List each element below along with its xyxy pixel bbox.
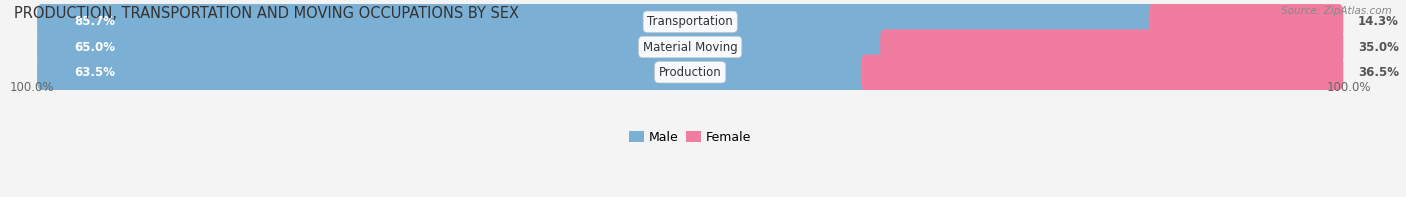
Text: 36.5%: 36.5%: [1358, 66, 1399, 79]
Text: PRODUCTION, TRANSPORTATION AND MOVING OCCUPATIONS BY SEX: PRODUCTION, TRANSPORTATION AND MOVING OC…: [14, 6, 519, 21]
Text: 65.0%: 65.0%: [75, 41, 115, 54]
Text: 63.5%: 63.5%: [75, 66, 115, 79]
FancyBboxPatch shape: [880, 29, 1343, 65]
Text: Source: ZipAtlas.com: Source: ZipAtlas.com: [1281, 6, 1392, 16]
FancyBboxPatch shape: [37, 4, 1343, 39]
FancyBboxPatch shape: [1149, 4, 1343, 39]
Text: 35.0%: 35.0%: [1358, 41, 1399, 54]
FancyBboxPatch shape: [37, 4, 1157, 39]
Text: Material Moving: Material Moving: [643, 41, 738, 54]
FancyBboxPatch shape: [860, 55, 1343, 90]
FancyBboxPatch shape: [37, 29, 1343, 65]
Text: Transportation: Transportation: [647, 15, 733, 28]
Text: 100.0%: 100.0%: [1327, 82, 1371, 95]
Text: Production: Production: [659, 66, 721, 79]
Text: 14.3%: 14.3%: [1358, 15, 1399, 28]
Text: 100.0%: 100.0%: [10, 82, 53, 95]
Text: 85.7%: 85.7%: [75, 15, 115, 28]
FancyBboxPatch shape: [37, 55, 870, 90]
Legend: Male, Female: Male, Female: [624, 126, 756, 149]
FancyBboxPatch shape: [37, 55, 1343, 90]
FancyBboxPatch shape: [37, 29, 890, 65]
